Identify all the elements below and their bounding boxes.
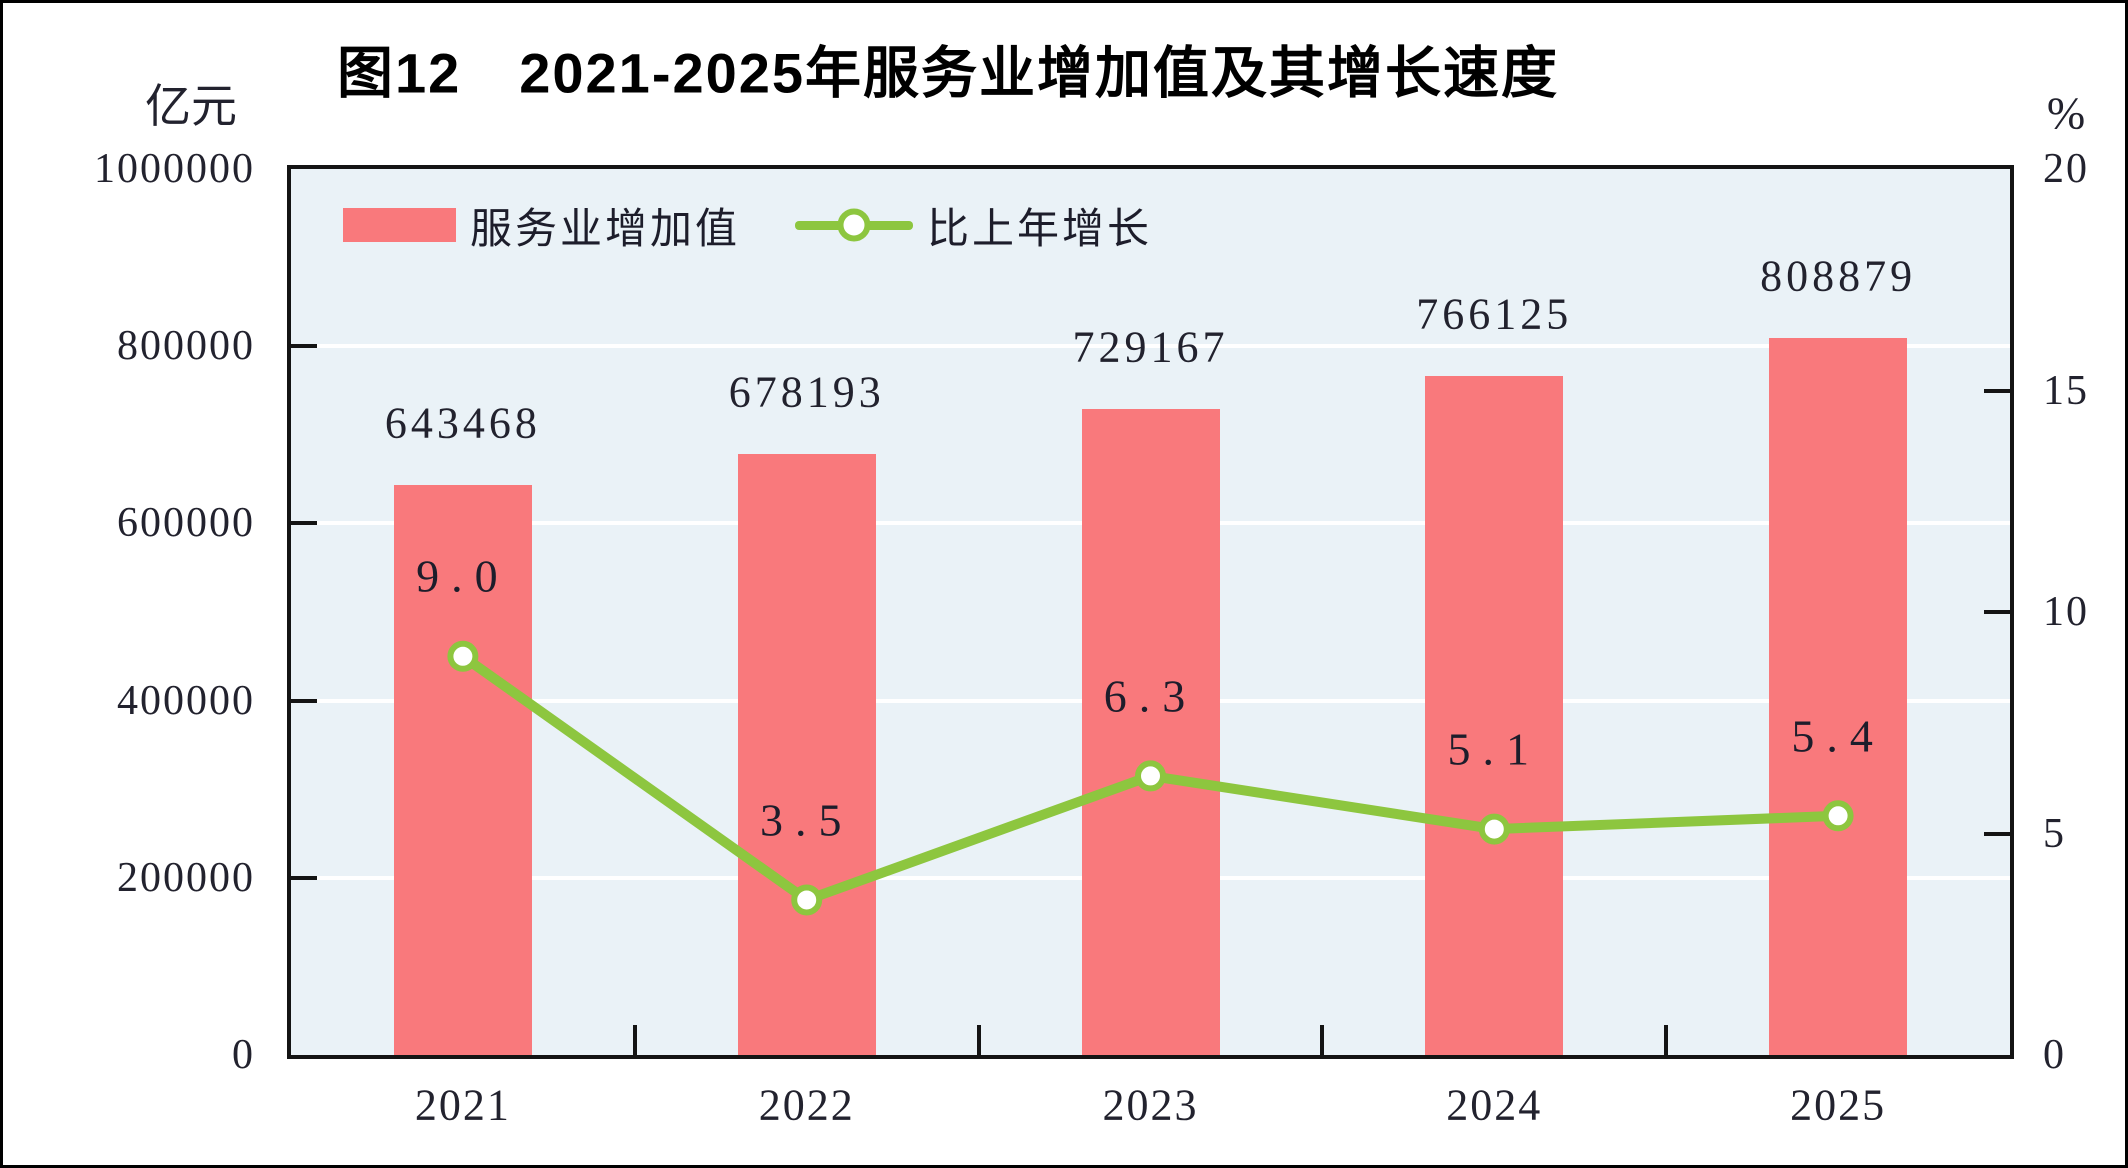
x-axis-tick-2	[976, 1025, 981, 1055]
right-axis-tick-15	[1984, 388, 2010, 393]
bar-2024	[1425, 376, 1564, 1055]
line-marker-2021	[447, 640, 479, 672]
growth-value-label-2022: 3.5	[759, 794, 854, 846]
bar-value-label-2023: 729167	[1072, 322, 1229, 372]
right-axis-tick-10	[1984, 610, 2010, 614]
line-marker-2024	[1478, 813, 1510, 845]
bar-2022	[737, 454, 876, 1055]
x-axis-label-2024: 2024	[1446, 1080, 1543, 1130]
left-axis-unit-label: 亿元	[145, 81, 237, 132]
plot-area: 643468 678193 729167 766125 808879 9.0 3.5 6.3 5…	[287, 165, 2014, 1059]
right-axis-label-10: 10	[2043, 589, 2089, 635]
gridline-800000	[291, 344, 2010, 349]
growth-value-label-2025: 5.4	[1791, 710, 1885, 762]
bar-2025	[1769, 338, 1908, 1055]
x-axis-label-2022: 2022	[758, 1080, 855, 1130]
growth-value-label-2024: 5.1	[1447, 723, 1542, 775]
growth-value-label-2023: 6.3	[1103, 670, 1198, 722]
left-axis-tick-400000	[291, 698, 317, 703]
bar-series-swatch-icon	[343, 208, 456, 242]
line-marker-2023	[1135, 760, 1166, 792]
bar-value-label-2025: 808879	[1760, 251, 1917, 301]
x-axis-label-2023: 2023	[1102, 1080, 1199, 1130]
right-axis-label-0: 0	[2043, 1032, 2066, 1078]
bar-value-label-2021: 643468	[384, 398, 541, 448]
left-axis-label-200000: 200000	[117, 854, 255, 901]
left-axis-tick-600000	[291, 521, 317, 526]
legend-label-line-series: 比上年增长	[927, 206, 1153, 253]
line-marker-2025	[1822, 800, 1854, 832]
right-axis-label-15: 15	[2043, 367, 2089, 414]
right-axis-label-5: 5	[2043, 810, 2066, 857]
chart-title: 图12 2021-2025年服务业增加值及其增长速度	[336, 41, 1560, 105]
bar-2021	[393, 484, 532, 1055]
growth-value-label-2021: 9.0	[416, 550, 510, 602]
x-axis-tick-3	[1320, 1025, 1325, 1055]
left-axis-label-600000: 600000	[117, 500, 255, 547]
line-series-swatch-icon	[795, 208, 913, 242]
left-axis-tick-800000	[291, 344, 317, 349]
x-axis-label-2021: 2021	[414, 1080, 511, 1130]
growth-line-layer	[447, 640, 1854, 916]
bar-2023	[1081, 408, 1220, 1055]
right-axis-unit-label: %	[2046, 87, 2086, 139]
x-axis-tick-4	[1664, 1025, 1669, 1055]
bar-value-label-2024: 766125	[1416, 289, 1573, 339]
left-axis-label-0: 0	[232, 1032, 255, 1078]
legend-label-bar-series: 服务业增加值	[470, 206, 741, 253]
right-axis-tick-5	[1984, 831, 2010, 836]
x-axis-tick-1	[632, 1025, 637, 1055]
left-axis-label-400000: 400000	[117, 677, 255, 724]
plot-inner: 643468 678193 729167 766125 808879 9.0 3.5 6.3 5…	[291, 169, 2010, 1055]
bar-value-label-2022: 678193	[728, 367, 885, 417]
left-axis-label-800000: 800000	[117, 323, 255, 370]
x-axis-label-2025: 2025	[1790, 1080, 1887, 1130]
line-marker-2022	[791, 884, 823, 916]
line-series-marker-icon	[837, 208, 871, 242]
right-axis-label-20: 20	[2043, 146, 2089, 192]
left-axis-tick-200000	[291, 875, 317, 880]
left-axis-label-1000000: 1000000	[94, 146, 255, 192]
legend-item-bar-series: 服务业增加值	[343, 207, 740, 253]
legend-item-line-series: 比上年增长	[795, 207, 1152, 253]
